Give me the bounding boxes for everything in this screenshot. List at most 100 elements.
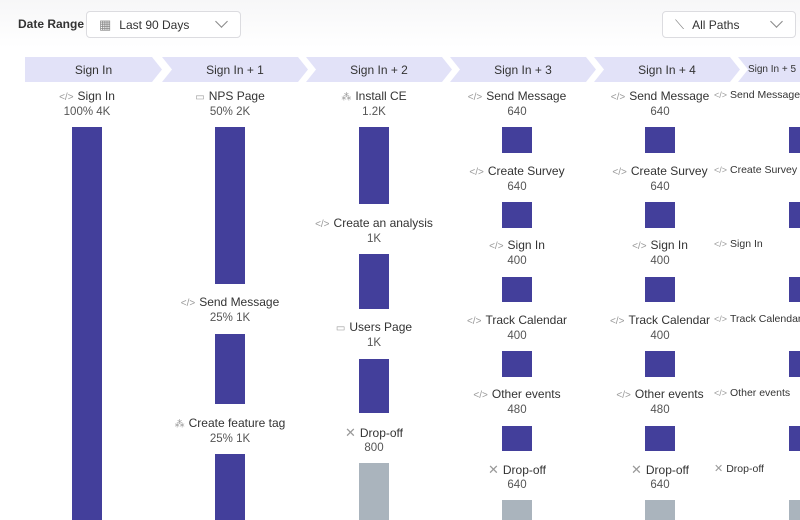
node-label[interactable]: ⁂ Install CE: [289, 89, 459, 103]
code-icon: </>: [466, 316, 482, 327]
code-icon: </>: [714, 239, 728, 249]
node-value: 640: [650, 181, 670, 193]
node-name: Drop-off: [645, 463, 690, 477]
node-name: Drop-off: [502, 463, 547, 477]
node-bar[interactable]: [645, 351, 675, 377]
node-bar[interactable]: [359, 127, 389, 204]
node-bar[interactable]: [72, 127, 102, 520]
node-value: 1K: [366, 337, 382, 349]
node-name: Track Calendar: [628, 313, 711, 327]
node-bar[interactable]: [789, 202, 800, 228]
dropoff-bar[interactable]: [502, 500, 532, 520]
step-header: Sign In + 5: [738, 57, 800, 82]
node-label[interactable]: </> Sign In: [714, 238, 800, 250]
node-bar[interactable]: [215, 334, 245, 404]
step-header: Sign In: [25, 57, 162, 82]
dropoff-bar[interactable]: [359, 463, 389, 520]
node-value: 25% 1K: [209, 312, 251, 324]
node-label[interactable]: </> Create Survey: [714, 164, 800, 176]
node-name: Send Message: [629, 89, 710, 103]
code-icon: </>: [612, 167, 627, 178]
node-value: 640: [507, 479, 527, 491]
node-value: 400: [650, 255, 670, 267]
node-name: Send Message: [730, 89, 800, 101]
node-name: NPS Page: [208, 89, 265, 103]
node-label[interactable]: ▭ Users Page: [289, 320, 459, 334]
node-bar[interactable]: [789, 127, 800, 153]
node-name: Sign In: [650, 238, 688, 252]
node-label[interactable]: </> Other events: [575, 387, 745, 401]
node-label[interactable]: ✕ Drop-off: [575, 462, 745, 478]
node-bar[interactable]: [359, 254, 389, 309]
node-bar[interactable]: [789, 426, 800, 451]
node-label[interactable]: </> Track Calendar: [432, 313, 602, 327]
node-label[interactable]: ✕ Drop-off: [432, 462, 602, 478]
dropoff-bar[interactable]: [789, 500, 800, 520]
node-label[interactable]: ⁂ Create feature tag: [145, 416, 315, 430]
dropoff-bar[interactable]: [645, 500, 675, 520]
node-value: 400: [507, 255, 527, 267]
node-bar[interactable]: [502, 277, 532, 302]
node-label[interactable]: </> Send Message: [714, 89, 800, 101]
node-bar[interactable]: [215, 454, 245, 520]
node-name: Send Message: [199, 295, 280, 309]
node-label[interactable]: </> Create Survey: [575, 164, 745, 178]
node-label[interactable]: </> Create an analysis: [289, 216, 459, 230]
node-label[interactable]: </> Sign In: [2, 89, 172, 103]
node-label[interactable]: </> Send Message: [432, 89, 602, 103]
node-bar[interactable]: [645, 127, 675, 153]
paths-dropdown[interactable]: ⟍ All Paths: [662, 11, 796, 38]
date-range-value: Last 90 Days: [119, 17, 190, 32]
close-icon: ✕: [714, 463, 724, 475]
node-value: 400: [507, 330, 527, 342]
node-bar[interactable]: [645, 277, 675, 302]
node-bar[interactable]: [645, 426, 675, 451]
node-label[interactable]: ✕ Drop-off: [714, 462, 800, 475]
calendar-icon: ▦: [99, 16, 112, 32]
node-value: 800: [364, 442, 384, 454]
code-icon: </>: [616, 390, 631, 401]
node-label[interactable]: </> Other events: [432, 387, 602, 401]
code-icon: </>: [180, 298, 196, 309]
page-icon: ▭: [335, 323, 346, 334]
feature-tag-icon: ⁂: [174, 419, 185, 430]
node-label[interactable]: </> Send Message: [145, 295, 315, 309]
node-name: Sign In: [730, 238, 763, 250]
feature-tag-icon: ⁂: [341, 92, 352, 103]
date-range-dropdown[interactable]: ▦ Last 90 Days: [86, 11, 241, 38]
node-name: Create Survey: [730, 164, 798, 176]
node-label[interactable]: </> Track Calendar: [575, 313, 745, 327]
node-label[interactable]: </> Sign In: [575, 238, 745, 252]
node-value: 50% 2K: [209, 106, 251, 118]
node-bar[interactable]: [645, 202, 675, 228]
node-label[interactable]: </> Create Survey: [432, 164, 602, 178]
node-value: 100% 4K: [63, 106, 111, 118]
node-value: 1.2K: [362, 106, 386, 118]
node-value: 25% 1K: [209, 433, 251, 445]
code-icon: </>: [59, 92, 74, 103]
close-icon: ✕: [630, 462, 642, 477]
node-label[interactable]: </> Send Message: [575, 89, 745, 103]
node-bar[interactable]: [359, 359, 389, 413]
node-value: 480: [507, 404, 527, 416]
node-bar[interactable]: [789, 351, 800, 377]
node-bar[interactable]: [789, 277, 800, 302]
node-bar[interactable]: [502, 426, 532, 451]
node-label[interactable]: </> Track Calendar: [714, 313, 800, 325]
node-name: Track Calendar: [730, 313, 800, 325]
path-chart-icon: ⟍: [675, 16, 685, 32]
node-bar[interactable]: [502, 351, 532, 377]
node-label[interactable]: </> Sign In: [432, 238, 602, 252]
node-value: 400: [650, 330, 670, 342]
node-bar[interactable]: [502, 127, 532, 153]
node-label[interactable]: ✕ Drop-off: [289, 425, 459, 441]
step-header: Sign In + 4: [594, 57, 740, 82]
node-bar[interactable]: [502, 202, 532, 228]
node-label[interactable]: ▭ NPS Page: [145, 89, 315, 103]
code-icon: </>: [609, 316, 625, 327]
node-name: Other events: [730, 387, 791, 399]
code-icon: </>: [714, 314, 728, 324]
code-icon: </>: [714, 90, 728, 100]
node-bar[interactable]: [215, 127, 245, 284]
node-label[interactable]: </> Other events: [714, 387, 800, 399]
